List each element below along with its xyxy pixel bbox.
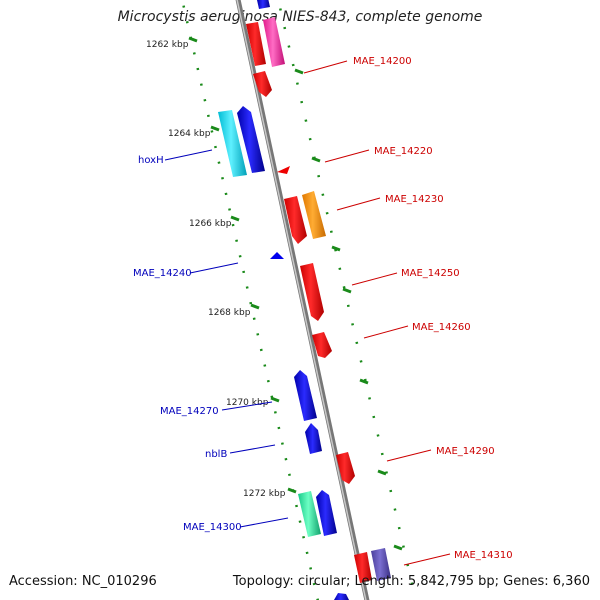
gene-feature (300, 263, 324, 321)
ruler-tick (294, 68, 304, 75)
gene-feature (305, 423, 322, 454)
gene-label: MAE_14300 (183, 522, 242, 533)
ruler-tick (342, 287, 352, 294)
gene-feature (334, 593, 349, 600)
gene-feature (302, 191, 326, 239)
leader-line (403, 553, 451, 566)
ruler-tick (210, 125, 220, 132)
ruler-tick (230, 215, 240, 222)
gene-feature (312, 332, 332, 358)
gene-feature (218, 110, 247, 177)
gene-label: MAE_14230 (385, 194, 444, 205)
leader-line (221, 401, 273, 411)
leader-line (324, 149, 370, 163)
gene-features (218, 0, 391, 600)
gene-label: MAE_14220 (374, 146, 433, 157)
gene-label: MAE_14240 (133, 268, 192, 279)
ruler-tick (270, 396, 280, 403)
genome-summary-text: Topology: circular; Length: 5,842,795 bp… (232, 574, 590, 589)
gene-feature (336, 452, 355, 484)
gene-feature (294, 370, 317, 421)
gene-feature (298, 491, 321, 537)
ruler-tick (359, 378, 369, 385)
ruler-tick (188, 36, 198, 43)
gene-feature (246, 22, 266, 66)
leader-line (351, 272, 398, 286)
leader-line (164, 149, 213, 161)
ruler-label: 1266 kbp (189, 219, 232, 229)
gene-label: MAE_14290 (436, 446, 495, 457)
gene-feature (284, 196, 307, 244)
gene-label: MAE_14310 (454, 550, 513, 561)
ruler-label: 1270 kbp (226, 398, 269, 408)
gene-feature (253, 71, 272, 97)
label-leaders (164, 60, 451, 566)
ruler-label: 1268 kbp (208, 308, 251, 318)
ruler-tick (393, 544, 403, 551)
ruler-tick (377, 469, 387, 476)
leader-line (303, 60, 348, 74)
leader-line (336, 197, 381, 211)
accession-text: Accession: NC_010296 (9, 574, 157, 589)
gene-feature (263, 17, 285, 67)
gene-feature (270, 252, 284, 259)
ruler-ticks (188, 36, 403, 551)
gene-feature (371, 548, 391, 581)
gene-feature (277, 166, 290, 174)
ruler-label: 1272 kbp (243, 489, 286, 499)
gene-label: hoxH (138, 155, 164, 166)
inner-guide-dotted (180, 0, 320, 600)
gene-label: MAE_14200 (353, 56, 412, 67)
gene-feature (316, 490, 337, 536)
gene-label: MAE_14250 (401, 268, 460, 279)
leader-line (239, 517, 289, 528)
ruler-tick (287, 487, 297, 494)
leader-line (363, 325, 409, 339)
ruler-label: 1262 kbp (146, 40, 189, 50)
ruler-label: 1264 kbp (168, 129, 211, 139)
leader-line (229, 444, 276, 454)
ruler-tick (311, 156, 321, 163)
leader-line (386, 449, 432, 462)
gene-feature (237, 106, 265, 173)
leader-line (189, 262, 239, 274)
gene-feature (354, 552, 372, 583)
gene-label: nblB (205, 449, 227, 460)
ruler-tick (331, 245, 341, 252)
gene-label: MAE_14270 (160, 406, 219, 417)
gene-feature (257, 0, 270, 9)
ruler-tick (250, 303, 260, 310)
genome-backbone (235, 0, 370, 600)
genome-title: Microcystis aeruginosa NIES-843, complet… (117, 9, 483, 25)
gene-label: MAE_14260 (412, 322, 471, 333)
